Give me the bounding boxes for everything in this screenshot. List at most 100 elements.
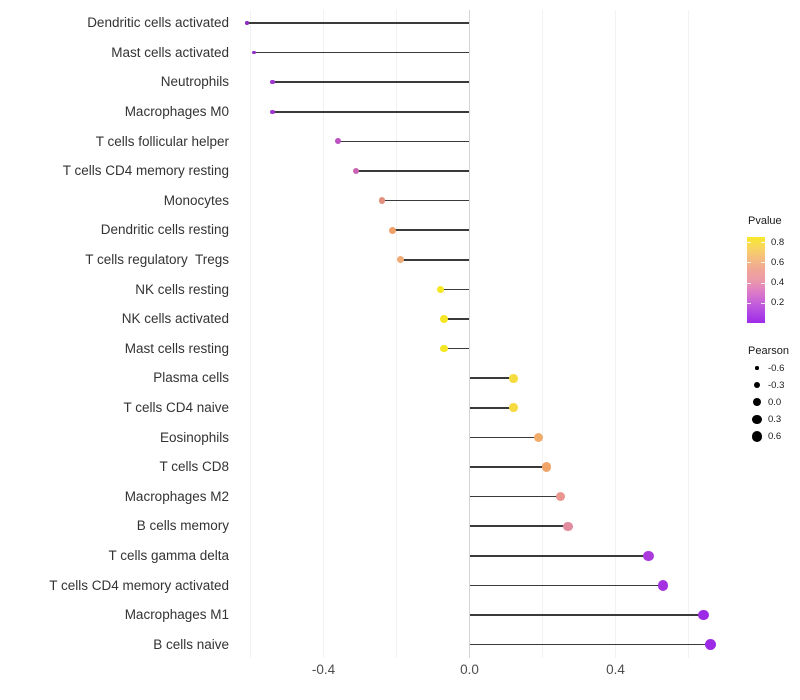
data-point bbox=[353, 167, 360, 175]
category-label: NK cells activated bbox=[121, 311, 229, 327]
colorbar-tick bbox=[747, 242, 751, 244]
data-point bbox=[541, 462, 551, 472]
data-point bbox=[270, 109, 275, 114]
colorbar-tick bbox=[761, 262, 765, 264]
lollipop-stem bbox=[356, 170, 470, 172]
lollipop-stem bbox=[443, 318, 470, 320]
data-point bbox=[657, 580, 669, 591]
pvalue-tick-label: 0.6 bbox=[771, 256, 785, 268]
data-point bbox=[252, 50, 257, 55]
category-label: T cells CD8 bbox=[159, 459, 229, 475]
data-point bbox=[378, 197, 386, 204]
colorbar-tick bbox=[747, 262, 751, 264]
category-label: T cells gamma delta bbox=[108, 548, 229, 563]
gridline bbox=[542, 10, 543, 658]
data-point bbox=[396, 256, 404, 264]
colorbar-tick bbox=[747, 302, 751, 304]
lollipop-stem bbox=[469, 643, 711, 646]
size-legend-dot bbox=[751, 431, 763, 443]
lollipop-stem bbox=[392, 229, 470, 231]
data-point bbox=[436, 285, 445, 294]
data-point bbox=[335, 138, 341, 145]
data-point bbox=[508, 373, 518, 383]
category-label: Macrophages M0 bbox=[124, 104, 229, 119]
category-label: Plasma cells bbox=[153, 370, 229, 386]
data-point bbox=[563, 521, 573, 531]
pvalue-tick-label: 0.8 bbox=[771, 236, 785, 248]
lollipop-stem bbox=[469, 525, 569, 527]
lollipop-stem bbox=[338, 140, 470, 143]
size-legend-label: 0.6 bbox=[768, 431, 782, 443]
category-label: Macrophages M2 bbox=[124, 488, 229, 504]
data-point bbox=[440, 315, 448, 323]
lollipop-stem bbox=[469, 495, 561, 498]
lollipop-stem bbox=[443, 347, 470, 350]
size-legend-dot bbox=[753, 382, 761, 389]
data-point bbox=[534, 432, 544, 442]
category-label: B cells memory bbox=[136, 518, 229, 534]
lollipop-stem bbox=[272, 81, 470, 83]
size-legend-label: -0.3 bbox=[768, 379, 785, 391]
data-point bbox=[643, 550, 654, 561]
x-tick-label: 0.0 bbox=[460, 662, 479, 677]
category-label: Mast cells resting bbox=[124, 340, 229, 356]
category-label: Monocytes bbox=[163, 192, 229, 208]
category-label: T cells CD4 memory resting bbox=[62, 163, 229, 179]
data-point bbox=[556, 491, 566, 502]
colorbar-tick bbox=[761, 302, 765, 304]
category-label: B cells naive bbox=[153, 636, 229, 652]
lollipop-stem bbox=[469, 584, 663, 587]
data-point bbox=[440, 344, 448, 353]
pvalue-tick-label: 0.2 bbox=[771, 297, 785, 309]
lollipop-stem bbox=[381, 199, 470, 202]
lollipop-stem bbox=[440, 288, 470, 291]
colorbar-tick bbox=[747, 282, 751, 284]
data-point bbox=[389, 226, 397, 234]
pvalue-colorbar bbox=[747, 237, 765, 323]
data-point bbox=[508, 403, 518, 413]
lollipop-stem bbox=[469, 555, 649, 557]
category-label: T cells CD4 naive bbox=[123, 400, 229, 415]
colorbar-tick bbox=[761, 282, 765, 284]
category-label: T cells CD4 memory activated bbox=[49, 577, 229, 593]
lollipop-stem bbox=[469, 466, 547, 468]
size-legend-label: 0.3 bbox=[768, 414, 782, 426]
lollipop-stem bbox=[254, 51, 470, 54]
category-label: NK cells resting bbox=[135, 281, 229, 297]
category-label: T cells regulatory Tregs bbox=[85, 252, 229, 267]
lollipop-stem bbox=[469, 436, 539, 439]
gridline bbox=[688, 10, 689, 658]
lollipop-stem bbox=[246, 22, 470, 24]
data-point bbox=[270, 80, 275, 85]
size-legend-dot bbox=[752, 398, 761, 407]
size-legend-dot bbox=[755, 366, 759, 370]
plot-area bbox=[237, 10, 717, 658]
gridline bbox=[323, 10, 324, 658]
lollipop-stem bbox=[400, 259, 470, 261]
category-label: Dendritic cells activated bbox=[87, 15, 229, 31]
x-tick-label: 0.4 bbox=[606, 662, 625, 677]
zero-baseline bbox=[468, 10, 471, 658]
gridline bbox=[250, 10, 251, 658]
size-legend-label: 0.0 bbox=[768, 396, 782, 408]
category-label: Dendritic cells resting bbox=[100, 222, 229, 238]
lollipop-stem bbox=[469, 614, 704, 616]
data-point bbox=[697, 609, 709, 621]
pearson-legend-title: Pearson bbox=[748, 345, 789, 357]
category-label: Neutrophils bbox=[160, 74, 229, 90]
lollipop-stem bbox=[272, 111, 470, 113]
lollipop-stem bbox=[469, 377, 514, 379]
gridline bbox=[615, 10, 616, 658]
x-tick-label: -0.4 bbox=[311, 662, 336, 677]
category-label: T cells follicular helper bbox=[95, 133, 229, 149]
size-legend-label: -0.6 bbox=[768, 362, 785, 374]
pvalue-legend-title: Pvalue bbox=[748, 215, 782, 227]
gridline bbox=[396, 10, 397, 658]
category-label: Eosinophils bbox=[159, 429, 229, 445]
colorbar-tick bbox=[761, 242, 765, 244]
pvalue-tick-label: 0.4 bbox=[771, 277, 785, 289]
lollipop-stem bbox=[469, 407, 514, 409]
category-label: Mast cells activated bbox=[111, 44, 229, 60]
category-label: Macrophages M1 bbox=[124, 607, 229, 623]
